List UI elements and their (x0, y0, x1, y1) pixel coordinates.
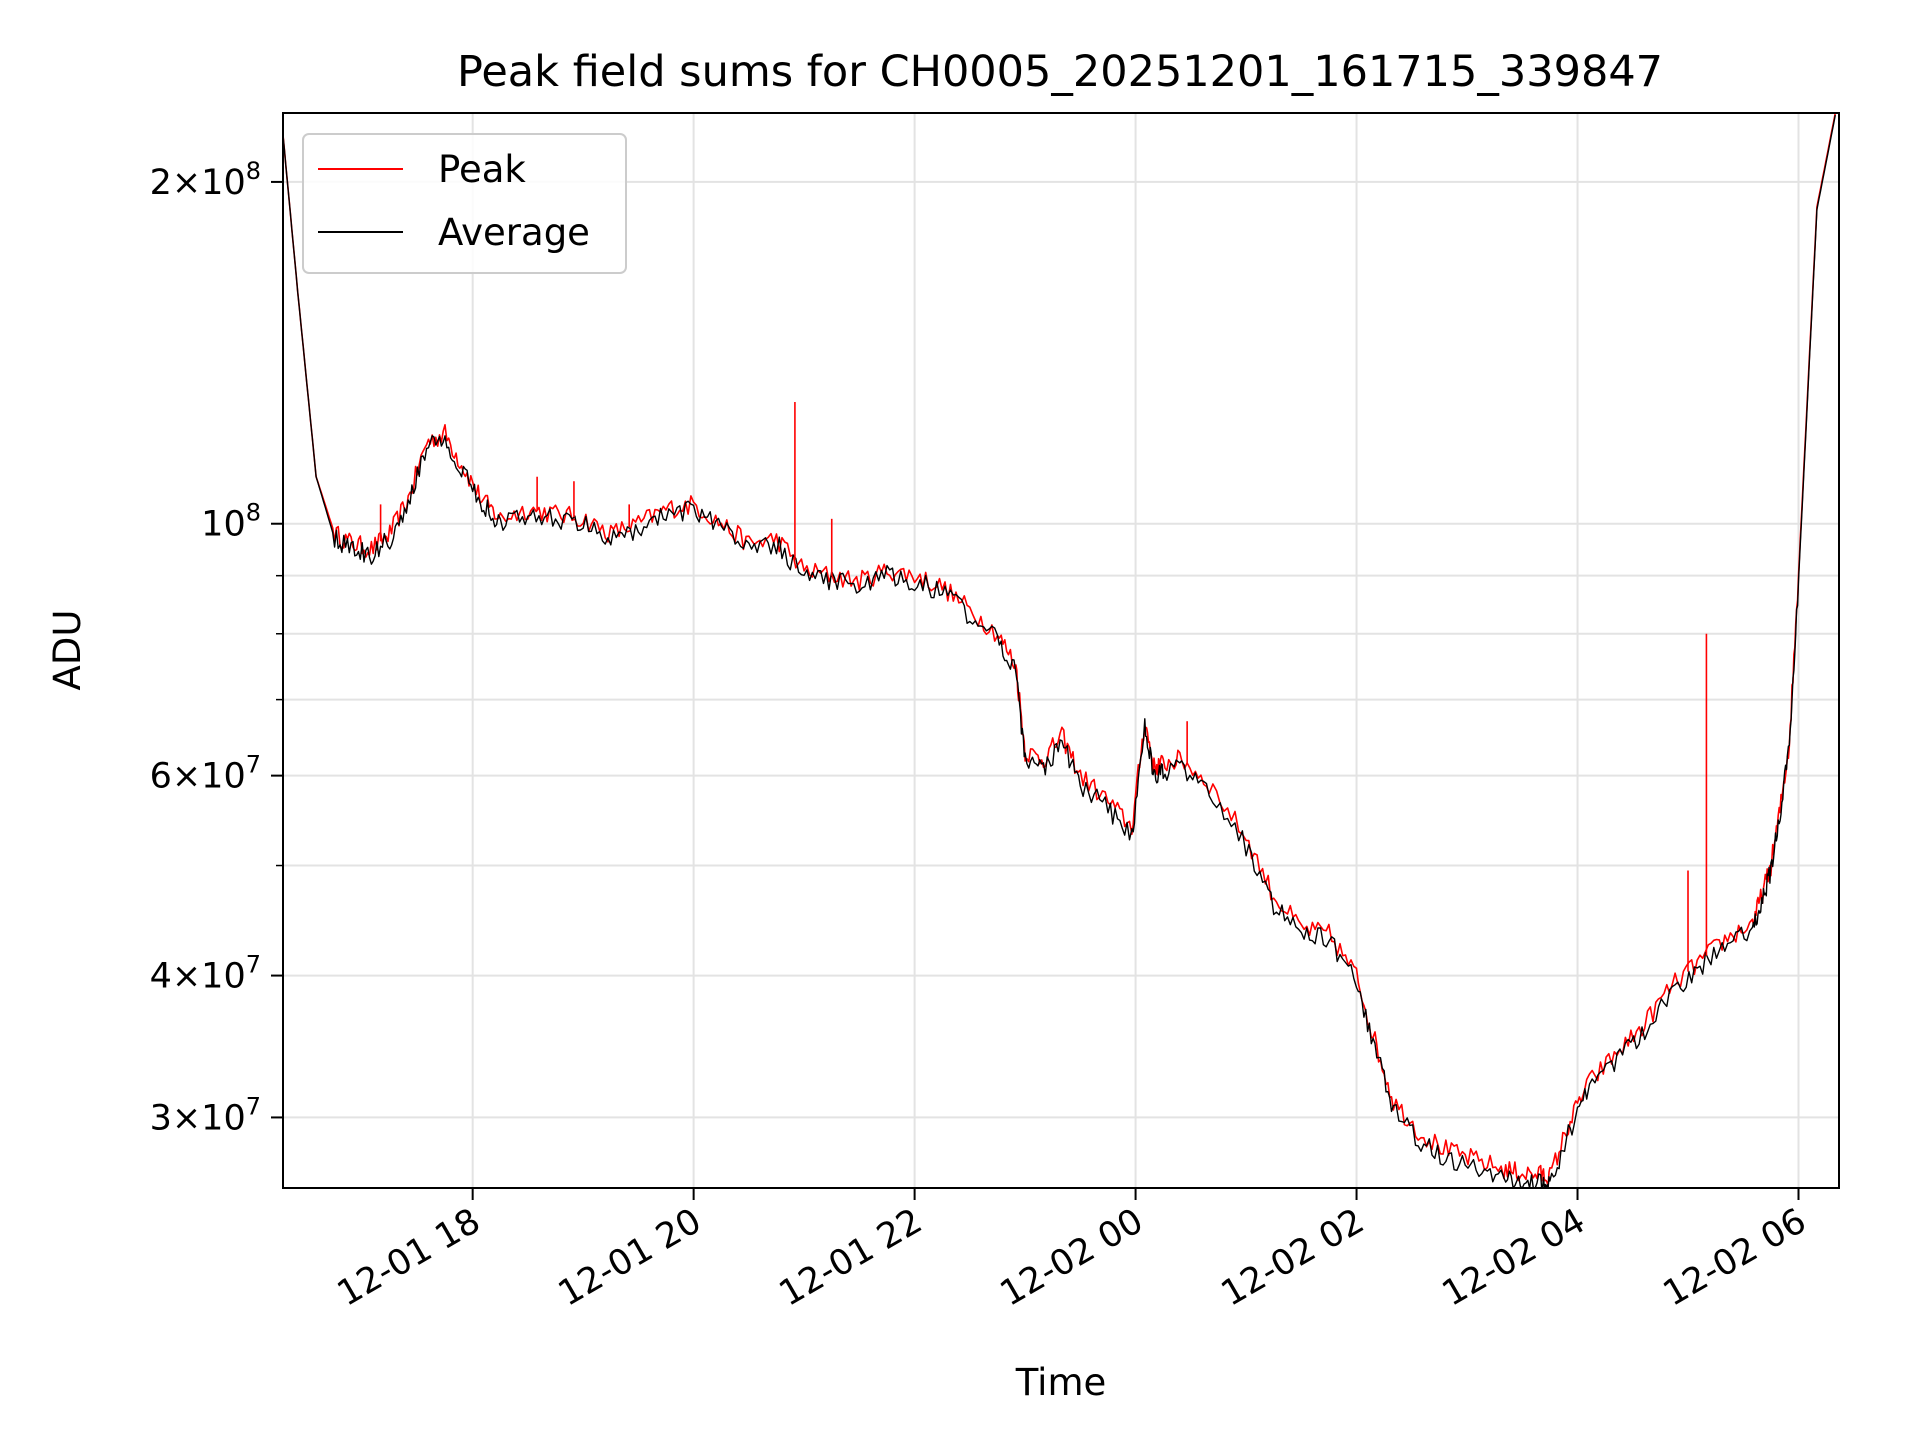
y-axis-ticks: 3×107 4×107 6×107 108 2×108 (150, 157, 283, 1138)
legend-label-average: Average (438, 211, 590, 254)
series-average-line (282, 114, 1836, 1189)
y-tick-label: 2×108 (150, 157, 261, 203)
y-axis-label: ADU (46, 610, 89, 691)
y-tick-label: 6×107 (150, 751, 261, 797)
x-axis-label: Time (1015, 1361, 1107, 1404)
chart-title: Peak field sums for CH0005_20251201_1617… (457, 47, 1663, 97)
grid (283, 113, 1839, 1188)
y-tick-label: 3×107 (150, 1092, 261, 1138)
legend-label-peak: Peak (438, 148, 526, 191)
y-tick-label: 4×107 (150, 951, 261, 997)
series-layer (282, 112, 1837, 1189)
plot-area-frame (282, 112, 1840, 1189)
legend: Peak Average (302, 133, 627, 274)
y-tick-label: 108 (201, 499, 261, 545)
